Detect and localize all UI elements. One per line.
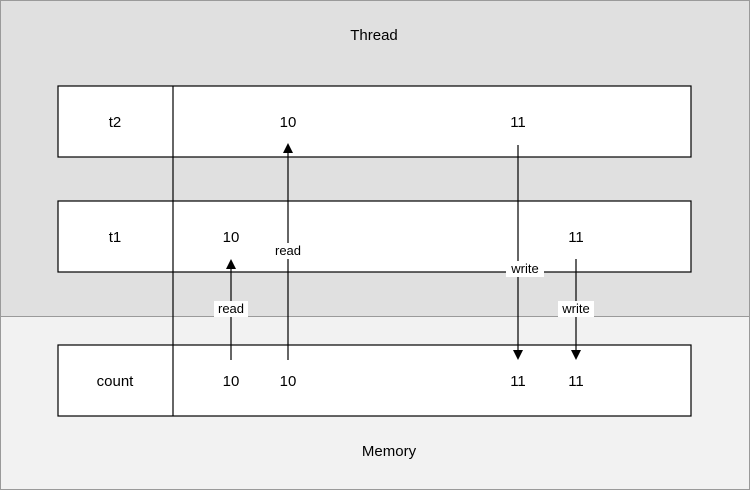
edge-write-t2-to-count-label-bg [506,261,544,277]
edge-write-t2-to-count: write [506,145,544,360]
thread-region-label: Thread [350,27,398,44]
row-count-value-1: 10 [223,373,240,390]
edge-read-count-to-t1: read [214,259,248,360]
row-t1-value-read: 10 [223,229,240,246]
edge-read-count-to-t1-label: read [218,301,244,316]
edge-read-count-to-t2: read [271,143,305,360]
edge-write-t1-to-count-label: write [561,301,589,316]
edge-read-count-to-t1-label-bg [214,301,248,317]
row-t2-value-read: 10 [280,114,297,131]
row-t1: t1 10 11 [57,200,692,273]
row-count-label: count [97,373,135,390]
row-t1-box [57,200,692,273]
row-count-value-3: 11 [510,373,526,390]
edge-read-count-to-t2-label: read [275,243,301,258]
row-t2: t2 10 11 [57,85,692,158]
row-t2-value-written: 11 [510,114,526,131]
row-t1-value-written: 11 [568,229,584,246]
row-t1-label: t1 [109,229,122,246]
edge-write-t1-to-count-label-bg [558,301,594,317]
memory-region-label: Memory [362,443,417,460]
row-count-value-4: 11 [568,373,584,390]
edge-read-count-to-t2-label-bg [271,243,305,259]
row-t2-label: t2 [109,114,122,131]
row-count-box [57,344,692,417]
edge-write-t2-to-count-label: write [510,261,538,276]
row-count-value-2: 10 [280,373,297,390]
row-count: count 10 10 11 11 [57,344,692,417]
row-t2-box [57,85,692,158]
edge-write-t1-to-count: write [558,259,594,360]
